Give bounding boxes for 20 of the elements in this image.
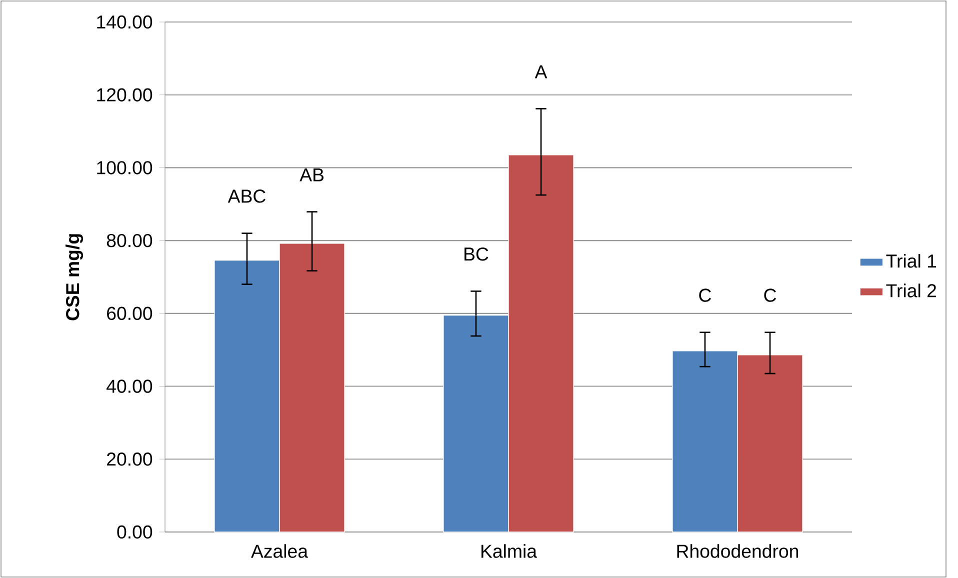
annotation: ABC	[228, 190, 266, 203]
x-tick-label: Azalea	[251, 544, 308, 558]
legend-label: Trial 2	[886, 284, 936, 298]
y-tick-label: 60.00	[107, 306, 152, 320]
y-tick-label: 40.00	[106, 380, 152, 393]
y-tick-label: 100.00	[97, 161, 152, 174]
legend-label: Trial 1	[886, 254, 936, 268]
annotation: A	[534, 65, 548, 78]
y-tick-label: 80.00	[106, 234, 152, 248]
y-tick-label: 120.00	[97, 88, 152, 102]
annotation: BC	[464, 247, 488, 261]
y-tick-label: 140.00	[97, 15, 152, 29]
y-tick-label: 20.00	[107, 452, 152, 466]
x-tick-label: Rhododendron	[677, 544, 798, 558]
y-tick-label: 0.00	[117, 525, 152, 539]
y-axis-title: CSE mg/g	[66, 234, 84, 320]
annotation: C	[699, 288, 712, 302]
annotation: AB	[300, 168, 324, 182]
annotation: C	[764, 288, 776, 302]
x-tick-label: Kalmia	[482, 544, 538, 558]
